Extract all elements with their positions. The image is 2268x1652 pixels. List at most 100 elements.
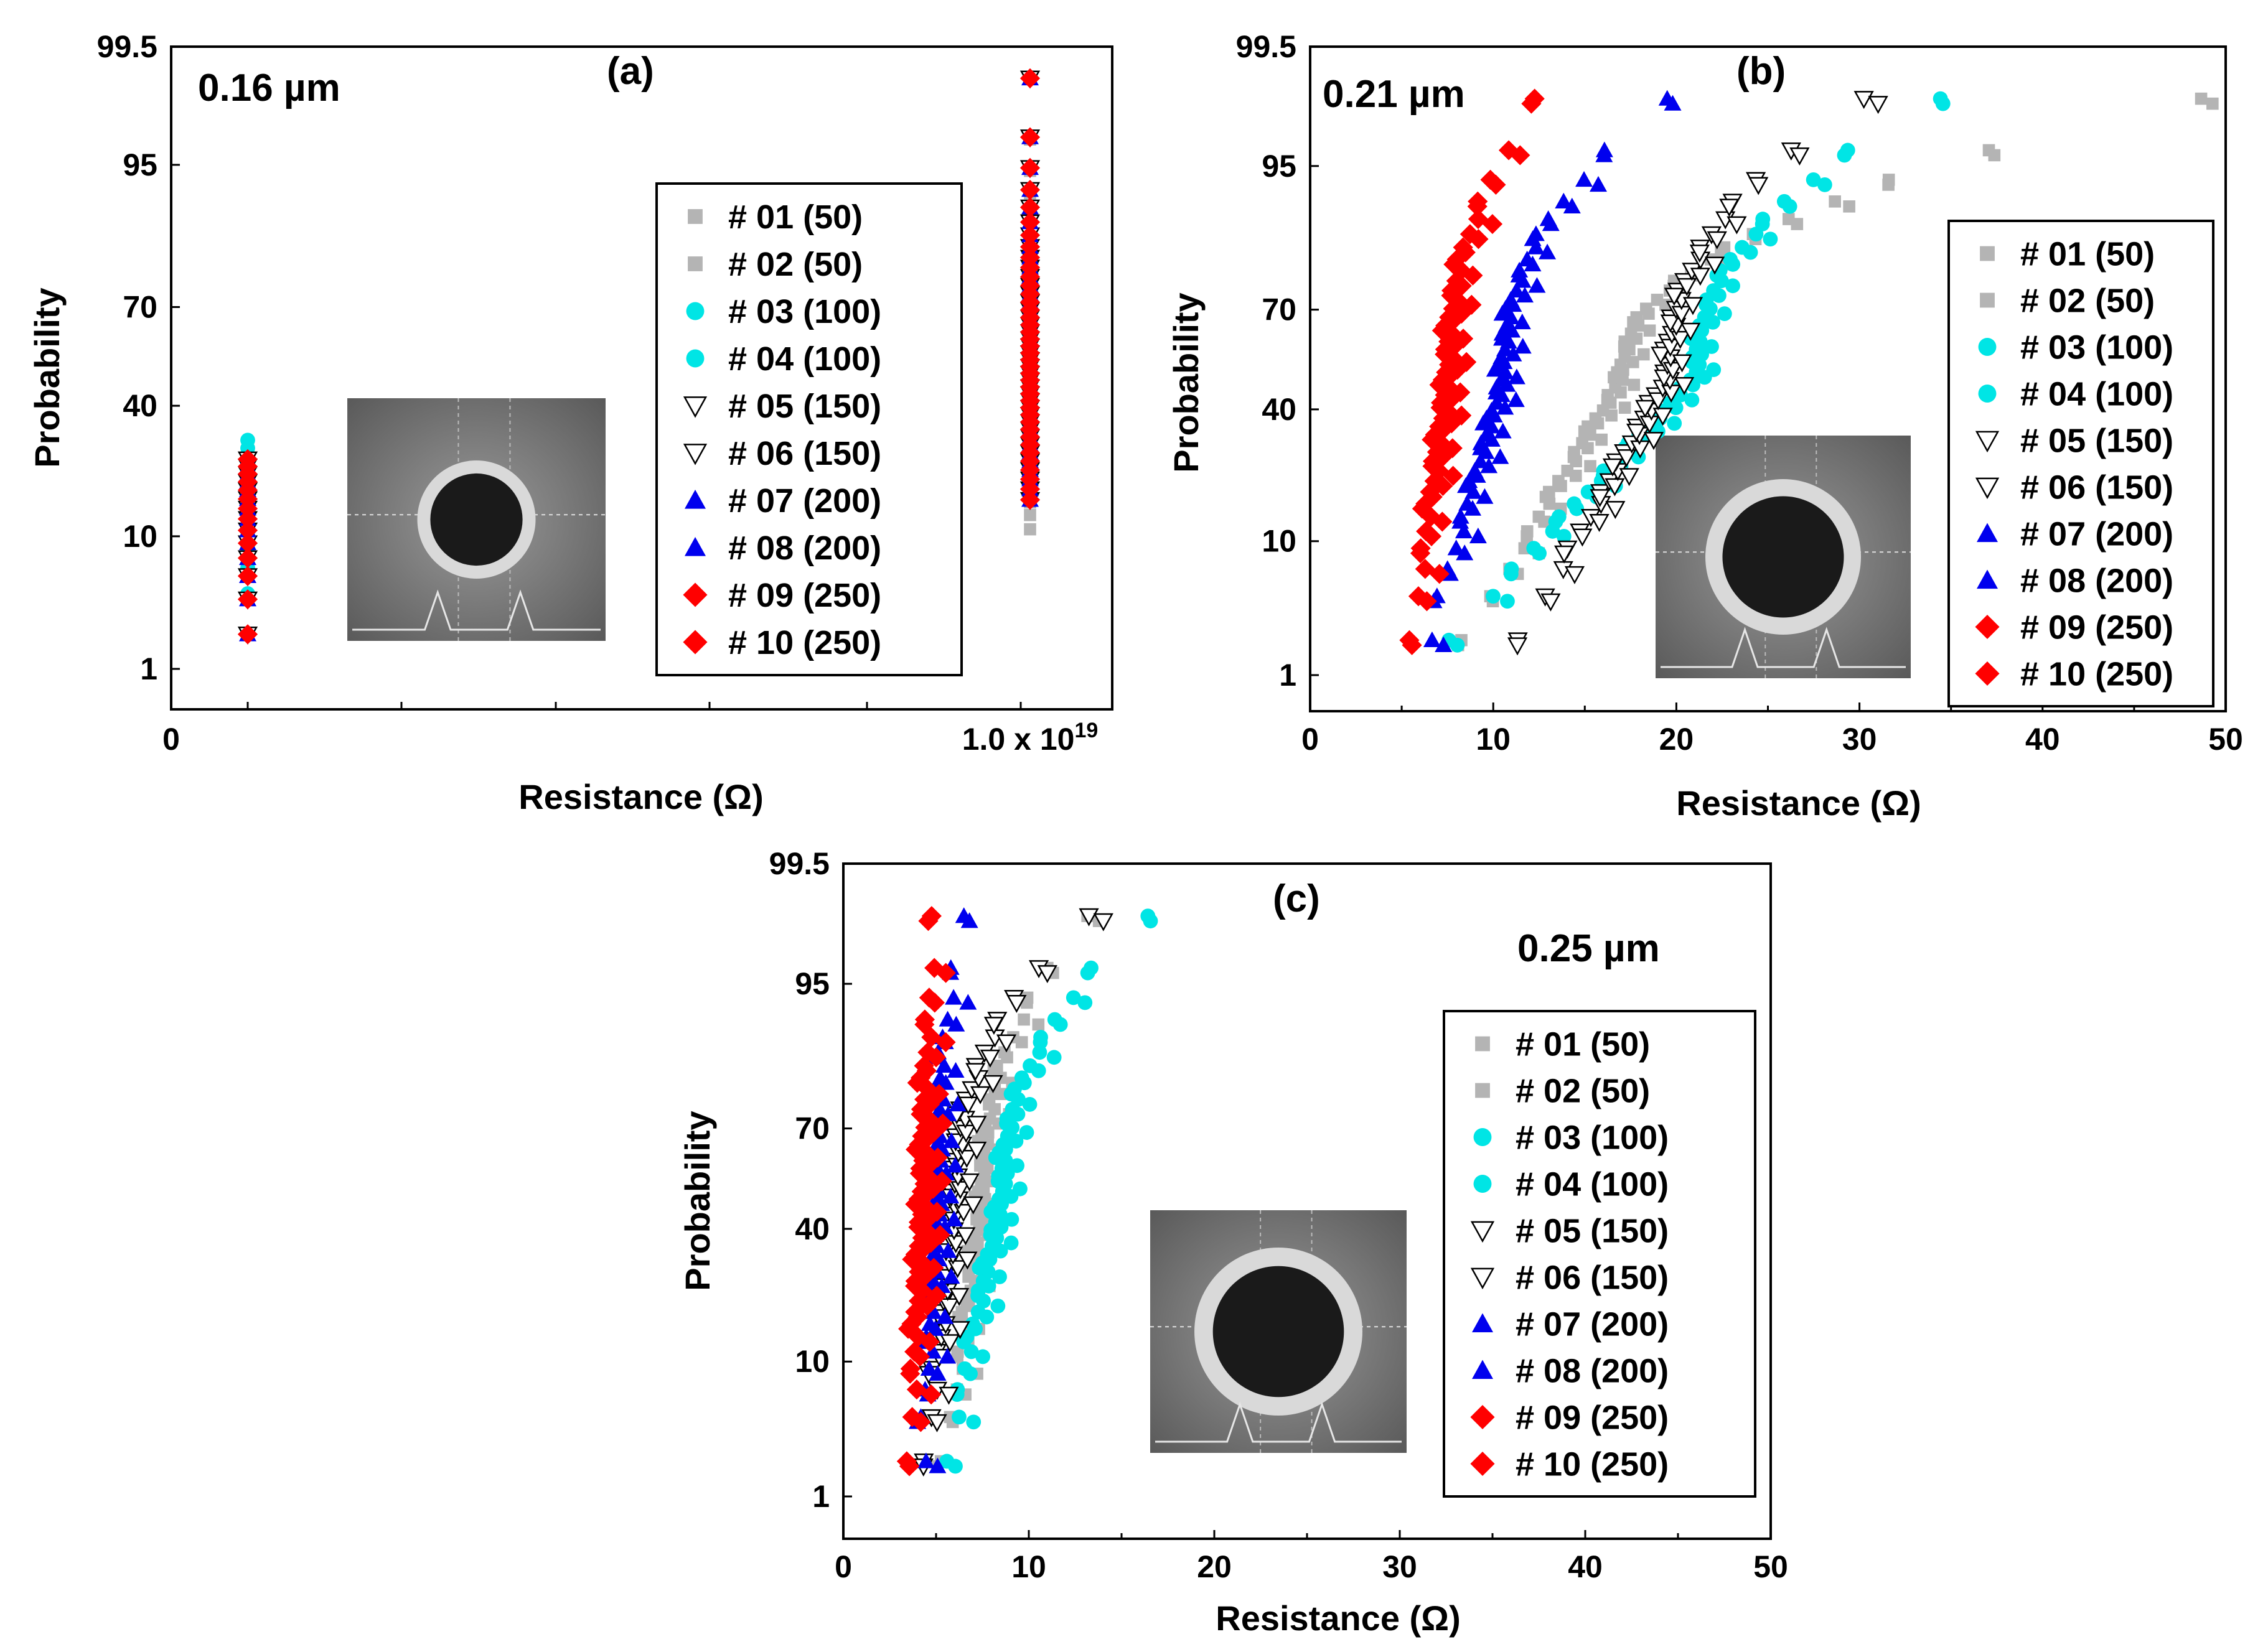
- data-point: [949, 1095, 967, 1112]
- data-point: [1782, 198, 1797, 214]
- y-tick-label: 99.5: [97, 29, 157, 64]
- data-point: [963, 1366, 978, 1381]
- legend-entry: # 07 (200): [2020, 516, 2173, 553]
- data-point: [1589, 175, 1607, 192]
- x-tick-label: 50: [1753, 1549, 1788, 1584]
- data-point: [1524, 255, 1542, 272]
- data-point: [939, 1348, 957, 1364]
- data-point: [1627, 316, 1639, 329]
- data-point: [1514, 338, 1532, 354]
- data-point: [1487, 383, 1505, 399]
- data-point: [1468, 467, 1486, 483]
- inset-image-b: [1656, 436, 1911, 678]
- data-point: [1443, 299, 1463, 319]
- data-point: [949, 1287, 970, 1306]
- legend-marker: [1470, 1451, 1495, 1477]
- y-tick-label: 40: [123, 388, 157, 423]
- data-point: [935, 1057, 954, 1073]
- data-point: [1582, 442, 1594, 455]
- y-axis-title-a: Probability: [27, 287, 67, 467]
- data-point: [932, 1171, 952, 1192]
- legend-marker: [1473, 1128, 1492, 1146]
- x-tick-exponent: 19: [1074, 719, 1098, 742]
- data-point: [1605, 478, 1625, 497]
- x-axis-title-b: Resistance (Ω): [1676, 783, 1921, 823]
- legend-entry: # 10 (250): [728, 624, 881, 661]
- data-point: [1591, 417, 1605, 430]
- data-point: [1578, 425, 1591, 438]
- legend-entry: # 06 (150): [2020, 469, 2173, 506]
- data-point: [924, 992, 945, 1013]
- data-point: [1763, 231, 1778, 247]
- data-point: [237, 449, 258, 470]
- data-point: [1706, 362, 1722, 378]
- data-point: [939, 1010, 957, 1027]
- legend-entry: # 07 (200): [1516, 1306, 1669, 1343]
- data-point: [919, 1332, 940, 1352]
- legend-entry: # 08 (200): [1516, 1353, 1669, 1390]
- data-point: [907, 1307, 928, 1327]
- y-axis-title-b: Probability: [1166, 292, 1206, 472]
- data-point: [1006, 994, 1027, 1013]
- data-point: [939, 1386, 959, 1405]
- data-point: [929, 1457, 947, 1473]
- data-point: [1727, 216, 1747, 235]
- data-point: [1467, 196, 1488, 217]
- data-point: [1433, 475, 1453, 497]
- data-point: [1463, 265, 1483, 286]
- data-point: [927, 1414, 947, 1432]
- legend-marker: [1475, 1083, 1490, 1098]
- y-tick-label: 10: [1262, 524, 1296, 559]
- sem-profile-line: [352, 589, 601, 631]
- data-point: [1556, 529, 1572, 544]
- data-point: [1491, 448, 1509, 464]
- data-point: [1743, 245, 1758, 260]
- data-point: [1806, 172, 1821, 187]
- data-point: [1018, 1013, 1030, 1026]
- data-point: [927, 1202, 947, 1222]
- data-point: [237, 589, 258, 610]
- data-point: [1789, 147, 1810, 166]
- data-point: [963, 1196, 983, 1215]
- data-point: [1715, 246, 1727, 259]
- data-point: [924, 1343, 942, 1359]
- legend-entry: # 08 (200): [728, 530, 881, 567]
- data-point: [1725, 257, 1741, 272]
- data-point: [1618, 401, 1631, 414]
- data-point: [1608, 371, 1620, 384]
- data-point: [1555, 192, 1573, 208]
- data-point: [1626, 356, 1639, 368]
- data-point: [1791, 218, 1804, 230]
- data-point: [1410, 543, 1431, 564]
- data-point: [1046, 1050, 1062, 1065]
- data-point: [992, 1269, 1007, 1284]
- data-point: [1503, 566, 1519, 582]
- legend-marker: [1975, 477, 2000, 500]
- legend-entry: # 05 (150): [1516, 1213, 1669, 1250]
- data-point: [1024, 508, 1036, 521]
- data-point: [1719, 198, 1740, 217]
- data-point: [1453, 329, 1474, 349]
- data-point: [1471, 452, 1489, 469]
- data-point: [1019, 1125, 1034, 1140]
- data-point: [1575, 170, 1593, 187]
- legend-entry: # 04 (100): [1516, 1166, 1669, 1203]
- data-point: [970, 1086, 991, 1104]
- data-point: [1474, 414, 1492, 431]
- data-point: [970, 1213, 983, 1226]
- data-marks-c: [896, 906, 1158, 1477]
- data-point: [924, 1272, 942, 1289]
- data-point: [959, 1173, 980, 1192]
- y-tick-label: 99.5: [769, 846, 830, 881]
- data-point: [1628, 378, 1641, 391]
- data-marks-a: [237, 68, 1041, 645]
- data-point: [972, 1236, 984, 1249]
- data-point: [967, 1116, 987, 1134]
- legend-entry: # 05 (150): [2020, 422, 2173, 460]
- data-point: [905, 1194, 925, 1215]
- data-point: [1689, 245, 1710, 263]
- data-point: [1668, 400, 1684, 416]
- data-point: [945, 1210, 963, 1226]
- data-point: [932, 1113, 953, 1134]
- data-point: [1415, 559, 1435, 579]
